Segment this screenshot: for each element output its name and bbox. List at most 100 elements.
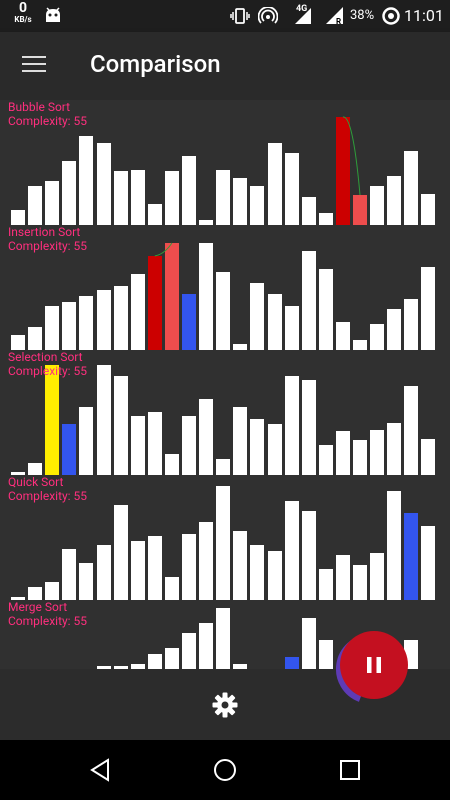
hotspot-icon — [258, 7, 278, 25]
sort-bar — [147, 536, 162, 600]
sort-bar — [11, 335, 25, 350]
sort-bar — [96, 143, 111, 225]
sort-bar — [45, 181, 60, 225]
sort-bar — [404, 386, 419, 475]
sort-bar — [113, 286, 128, 350]
sort-bar — [267, 143, 282, 225]
sort-panel-bubble: Bubble Sort Complexity: 55 — [0, 100, 450, 225]
sort-bar — [353, 195, 367, 225]
sort-bar — [216, 170, 231, 225]
sort-bar — [164, 648, 179, 669]
sort-bar — [404, 513, 419, 600]
navigation-bar — [0, 740, 450, 800]
sort-bar — [28, 186, 43, 225]
clock: 11:01 — [404, 6, 444, 25]
sort-bar — [335, 322, 350, 350]
sort-bar — [284, 657, 299, 669]
sort-bar — [11, 597, 25, 600]
gear-icon[interactable] — [211, 691, 239, 719]
sort-bar — [28, 587, 43, 600]
sort-bar — [79, 136, 94, 225]
sort-bar — [130, 170, 145, 225]
sort-panel-insertion: Insertion Sort Complexity: 55 — [0, 225, 450, 350]
sort-bar — [233, 344, 248, 350]
sort-bar — [147, 204, 162, 225]
sort-label: Quick Sort Complexity: 55 — [8, 475, 87, 503]
sort-bar — [301, 618, 316, 669]
recents-icon[interactable] — [339, 759, 361, 781]
sort-bar — [216, 608, 231, 669]
sort-bar — [62, 424, 77, 475]
sort-bar — [370, 430, 385, 475]
sort-bar — [335, 431, 350, 475]
sort-bar — [216, 486, 231, 600]
sort-bar — [130, 416, 145, 475]
network-type: 4G — [296, 4, 308, 14]
sort-panel-selection: Selection Sort Complexity: 55 — [0, 350, 450, 475]
sort-bar — [301, 380, 316, 475]
sort-bar — [387, 491, 402, 600]
home-icon[interactable] — [213, 758, 237, 782]
sort-bar — [284, 153, 299, 225]
sort-bar — [79, 563, 94, 600]
sort-bar — [164, 577, 179, 600]
sort-bar — [199, 522, 214, 600]
sort-bar — [421, 267, 436, 350]
sort-bar — [250, 545, 265, 600]
sort-bar — [284, 501, 299, 600]
menu-icon[interactable] — [22, 54, 48, 76]
sort-bar — [250, 419, 265, 475]
back-icon[interactable] — [88, 758, 112, 782]
sort-bar — [164, 454, 179, 475]
sort-label: Selection Sort Complexity: 55 — [8, 350, 87, 378]
sort-bar — [130, 664, 145, 669]
sort-bar — [267, 424, 282, 475]
sort-bar — [147, 654, 162, 669]
sort-bar — [113, 376, 128, 475]
sort-bar — [45, 582, 60, 600]
sort-bar — [199, 623, 214, 669]
app-bar: Comparison — [0, 32, 450, 100]
sort-bar — [267, 294, 282, 350]
sort-bar — [233, 178, 248, 225]
sort-bar — [421, 526, 436, 600]
sort-bar — [250, 283, 265, 350]
sort-bar — [284, 306, 299, 350]
sort-name: Bubble Sort — [8, 100, 71, 114]
sort-label: Bubble Sort Complexity: 55 — [8, 100, 87, 128]
pause-icon — [367, 657, 381, 673]
sort-bar — [318, 445, 333, 475]
sort-bar — [387, 309, 402, 350]
sort-bar — [301, 511, 316, 600]
sort-bar — [284, 376, 299, 475]
sort-bar — [199, 399, 214, 475]
sort-bar — [233, 407, 248, 475]
sort-complexity: Complexity: 55 — [8, 489, 88, 503]
status-bar: 0 KB/s 4G R 38% — [0, 0, 450, 32]
sort-panel-quick: Quick Sort Complexity: 55 — [0, 475, 450, 600]
sort-bar — [11, 472, 25, 475]
sort-bar — [421, 439, 436, 475]
sort-bar — [96, 666, 111, 669]
sort-bar — [182, 633, 196, 669]
speed-unit: KB/s — [14, 15, 32, 24]
sort-bar — [335, 117, 350, 225]
sort-bar — [28, 463, 43, 475]
sort-bar — [353, 565, 367, 600]
swap-arc — [154, 242, 173, 257]
sort-bar — [370, 186, 385, 225]
pause-button[interactable] — [333, 629, 413, 709]
network-speed: 0 KB/s — [10, 1, 36, 26]
sort-bar — [62, 549, 77, 600]
sort-name: Quick Sort — [8, 475, 64, 489]
sort-label: Insertion Sort Complexity: 55 — [8, 225, 87, 253]
sort-bar — [404, 299, 419, 350]
sort-name: Selection Sort — [8, 350, 83, 364]
sort-bar — [318, 269, 333, 350]
sort-bar — [147, 256, 162, 350]
sort-complexity: Complexity: 55 — [8, 114, 88, 128]
sort-bar — [353, 340, 367, 350]
sort-bar — [233, 531, 248, 600]
sort-bar — [182, 294, 196, 350]
sort-bar — [199, 243, 214, 350]
